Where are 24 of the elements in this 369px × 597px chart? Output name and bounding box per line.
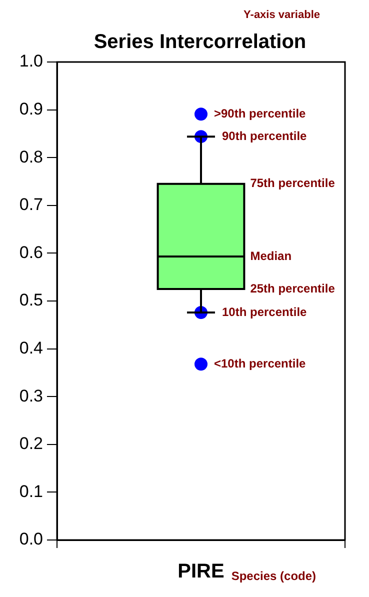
annotation: 10th percentile: [222, 304, 308, 319]
x-tick-label: PIRE: [178, 560, 224, 583]
y-tick-label: 0.2: [19, 434, 43, 454]
text: 25th percentile: [250, 281, 336, 296]
y-tick-label: 0.5: [19, 290, 43, 310]
y-tick-label: 0.8: [19, 147, 43, 166]
y-axis-title: Y-axis variable: [244, 9, 320, 21]
point: [194, 108, 208, 121]
y-tick-label: 0.7: [19, 195, 43, 214]
text: Median: [250, 248, 292, 263]
y-tick-label: 0.6: [19, 242, 43, 262]
y-tick-label: 1.0: [19, 52, 43, 71]
annotation: >90th percentile: [214, 106, 306, 120]
y-tick-label: 0.0: [19, 530, 43, 549]
annotation: <10th percentile: [214, 356, 306, 370]
text: 75th percentile: [250, 176, 336, 190]
x-axis-title: Species (code): [231, 569, 316, 583]
y-tick-label: 0.3: [19, 386, 43, 406]
y-tick-label: 0.1: [19, 482, 43, 501]
point: [194, 358, 208, 371]
y-tick-label: 0.9: [19, 99, 43, 118]
annotation: 90th percentile: [222, 128, 308, 143]
chart-title: Series Intercorrelation: [94, 31, 306, 53]
y-tick-label: 0.4: [19, 338, 43, 358]
